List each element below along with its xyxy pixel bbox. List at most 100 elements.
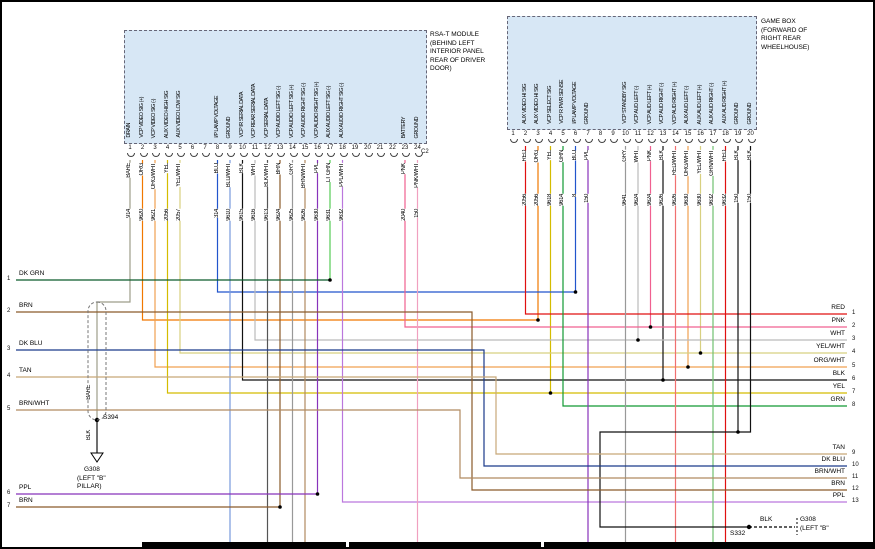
gamebox-title: WHEELHOUSE) bbox=[761, 43, 810, 51]
rsa-pin-number: 10 bbox=[239, 145, 246, 151]
gamebox-pin-signal-label: VCP AUD LEFT (-) bbox=[634, 86, 640, 124]
rsa-title: INTERIOR PANEL bbox=[430, 48, 484, 55]
gamebox-wire-circuit-label: 9630 bbox=[684, 194, 691, 206]
wire-org-wht bbox=[154, 160, 847, 368]
right-edge-wire-number: 3 bbox=[852, 336, 856, 342]
left-edge-wire-label: DK GRN bbox=[19, 270, 45, 277]
rsa-pin-cavity bbox=[189, 153, 198, 157]
rsa-pin-number: 22 bbox=[389, 145, 396, 151]
left-edge-wire-label: BRN bbox=[19, 497, 33, 504]
gamebox-wire-color-label: RED bbox=[721, 150, 729, 162]
gamebox-pin-cavity bbox=[547, 139, 556, 143]
gamebox-pin-number: 1 bbox=[511, 131, 515, 137]
right-edge-wire-number: 4 bbox=[852, 349, 856, 355]
rsa-pin-cavity bbox=[414, 153, 423, 157]
gamebox-pin-number: 10 bbox=[622, 131, 629, 137]
gamebox-pin-signal-label: VCP STANDBY SIG bbox=[621, 82, 628, 124]
ground-g308-left-label: PILLAR) bbox=[77, 483, 102, 490]
right-edge-wire-label: YEL/WHT bbox=[816, 343, 845, 350]
gamebox-wire-color-label: RED/WHT bbox=[671, 150, 679, 176]
right-edge-wire-label: TAN bbox=[832, 444, 845, 451]
ground-g308-right-label: G308 bbox=[800, 516, 816, 523]
rsa-t-module-box bbox=[124, 30, 427, 144]
rsa-wire-circuit-label: 150 bbox=[413, 209, 421, 218]
gamebox-pin-number: 14 bbox=[672, 131, 679, 137]
gamebox-wire-color-label: WHT bbox=[634, 150, 641, 163]
right-edge-wire-number: 9 bbox=[852, 450, 856, 456]
rsa-pin-number: 21 bbox=[376, 145, 384, 151]
rsa-wire-color-label: PPL/WHT bbox=[338, 163, 346, 187]
rsa-wire-color-label: BRN bbox=[276, 163, 283, 175]
splice-dot bbox=[736, 430, 740, 434]
rsa-wire-color-label: BLU/WHT bbox=[226, 163, 233, 188]
rsa-pin-signal-label: VCP AUDIO LEFT SIG (+) bbox=[288, 84, 295, 138]
left-edge-wire-label: BRN bbox=[19, 302, 33, 309]
gamebox-wire-circuit-label: 150 bbox=[746, 194, 754, 203]
gamebox-wire-circuit-label: 9641 bbox=[621, 194, 629, 206]
wire-blk bbox=[241, 160, 847, 381]
gamebox-pin-cavity bbox=[722, 139, 731, 143]
wire-brn-wht bbox=[16, 409, 847, 479]
rsa-title: (BEHIND LEFT bbox=[430, 39, 475, 47]
gamebox-pin-number: 13 bbox=[659, 131, 667, 137]
gamebox-pin-number: 4 bbox=[548, 131, 553, 137]
left-edge-wire-label: DK BLU bbox=[19, 340, 43, 347]
rsa-title: RSA-T MODULE bbox=[430, 31, 479, 38]
gamebox-wire-color-label: BLK bbox=[746, 150, 754, 161]
ground-g308-left-label: G308 bbox=[84, 466, 100, 473]
rsa-pin-cavity bbox=[389, 153, 398, 157]
rsa-pin-number: 4 bbox=[165, 145, 170, 151]
right-edge-wire-label: DK BLU bbox=[821, 456, 845, 463]
rsa-pin-number: 11 bbox=[251, 145, 259, 151]
rsa-wire-color-label: PPL bbox=[313, 163, 321, 174]
cutoff-connector-bar bbox=[349, 542, 541, 547]
left-edge-wire-number: 3 bbox=[7, 346, 11, 352]
rsa-pin-number: 2 bbox=[140, 145, 145, 151]
wire-yel-wht bbox=[179, 160, 847, 354]
splice-dot bbox=[94, 417, 100, 423]
wire-bare bbox=[96, 160, 131, 420]
game-box-module-box bbox=[507, 16, 757, 130]
splice-label-s394: S394 bbox=[103, 414, 119, 421]
gamebox-wire-circuit-label: 9614 bbox=[559, 194, 566, 206]
rsa-wire-circuit-label: 2040 bbox=[401, 209, 408, 221]
gamebox-pin-cavity bbox=[522, 139, 531, 143]
right-edge-wire-label: RED bbox=[831, 304, 845, 311]
gamebox-pin-number: 6 bbox=[573, 131, 578, 137]
rsa-wire-circuit-label: 9631 bbox=[326, 209, 333, 221]
rsa-pin-signal-label: AUX VIDEO HIGH SIG bbox=[163, 90, 170, 138]
rsa-wire-circuit-label: 9610 bbox=[226, 209, 233, 221]
rsa-pin-number: 24 bbox=[414, 145, 421, 151]
gamebox-wire-color-label: RED bbox=[521, 150, 529, 162]
gamebox-pin-cavity bbox=[572, 139, 581, 143]
rsa-pin-number: 18 bbox=[339, 145, 346, 151]
rsa-pin-number: 9 bbox=[228, 145, 232, 151]
gamebox-wire-circuit-label: 9632 bbox=[709, 194, 716, 206]
right-edge-wire-number: 6 bbox=[852, 376, 856, 382]
gamebox-pin-signal-label: VCP SELECT SIG bbox=[546, 85, 553, 124]
wire-tan bbox=[16, 376, 847, 455]
rsa-wire-circuit-label: 9630 bbox=[313, 209, 321, 221]
gamebox-wire-color-label: BLU bbox=[571, 150, 579, 161]
rsa-wire-circuit-label: 9613 bbox=[263, 209, 271, 221]
rsa-wire-circuit-label: 314 bbox=[213, 209, 221, 218]
gamebox-pin-cavity bbox=[597, 139, 606, 143]
rsa-wire-color-label: PNK/WHT bbox=[413, 163, 421, 188]
gamebox-pin-number: 11 bbox=[634, 131, 642, 137]
gamebox-pin-signal-label: AUX VIDEO HI SIG bbox=[534, 84, 540, 124]
gamebox-wire-color-label: GRN/WHT bbox=[709, 150, 716, 176]
rsa-wire-circuit-label: 2056 bbox=[163, 209, 171, 221]
gamebox-pin-number: 12 bbox=[647, 131, 654, 137]
rsa-pin-signal-label: VCP VIDEO SIG (-) bbox=[151, 98, 157, 138]
gamebox-pin-signal-label: GROUND bbox=[584, 102, 590, 124]
gamebox-wire-circuit-label: 9624 bbox=[634, 194, 641, 206]
splice-dot bbox=[648, 325, 653, 329]
ground-wire-blk-label: BLK bbox=[86, 430, 93, 441]
gamebox-pin-number: 15 bbox=[684, 131, 692, 137]
rsa-pin-cavity bbox=[264, 153, 273, 157]
ground-wire-bare-label: BARE bbox=[86, 385, 93, 400]
splice-dot bbox=[661, 378, 665, 382]
rsa-wire-circuit-label: 9620 bbox=[138, 209, 146, 221]
right-edge-wire-label: YEL bbox=[832, 383, 845, 390]
